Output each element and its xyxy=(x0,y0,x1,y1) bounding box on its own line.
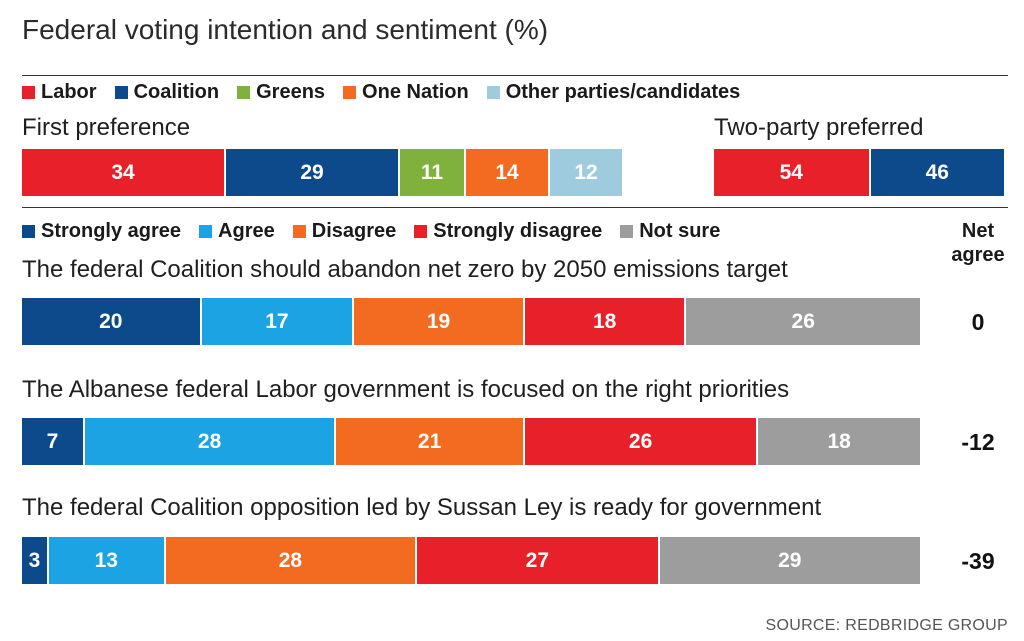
bar-segment-disagree: 19 xyxy=(354,298,525,345)
bar-segment-value: 29 xyxy=(778,548,802,572)
bar-segment-value: 21 xyxy=(417,429,442,453)
net-agree-header-word: Net xyxy=(961,220,995,242)
two-party-label: Two-party preferred xyxy=(714,114,924,141)
bar-segment-labor: 54 xyxy=(714,149,871,196)
sentiment-legend-item: Strongly disagree xyxy=(414,220,602,243)
party-legend-label: Labor xyxy=(41,81,97,103)
party-legend-item: Labor xyxy=(22,81,97,104)
question-2-label: The Albanese federal Labor government is… xyxy=(22,376,790,403)
bar-segment-value: 12 xyxy=(574,160,598,184)
bar-segment-not-sure: 18 xyxy=(758,418,920,465)
sentiment-legend-label: Agree xyxy=(218,220,275,242)
sentiment-legend-swatch xyxy=(620,225,634,238)
bar-segment-value: 3 xyxy=(28,548,41,572)
bar-segment-other: 12 xyxy=(550,149,622,196)
sentiment-legend-label: Strongly agree xyxy=(41,220,182,242)
party-legend-label: Greens xyxy=(256,81,326,103)
question-1-bar: 20 17 19 18 26 xyxy=(22,298,920,345)
bar-segment-strongly-disagree: 27 xyxy=(417,537,660,584)
question-3-label: The federal Coalition opposition led by … xyxy=(22,494,822,521)
bar-segment-agree: 17 xyxy=(201,298,355,345)
sentiment-legend-item: Not sure xyxy=(620,220,720,243)
bar-segment-value: 34 xyxy=(111,160,135,184)
bar-segment-value: 54 xyxy=(779,160,803,184)
source-note: SOURCE: REDBRIDGE GROUP xyxy=(765,617,1008,634)
bar-segment-value: 20 xyxy=(99,309,123,333)
party-legend-label: Coalition xyxy=(133,81,220,103)
sentiment-legend-swatch xyxy=(292,225,306,238)
bar-segment-strongly-agree: 3 xyxy=(22,537,49,584)
bar-segment-coalition: 29 xyxy=(226,149,400,196)
two-party-bar: 54 46 xyxy=(714,149,1004,196)
bar-segment-value: 26 xyxy=(791,309,815,333)
sentiment-legend-item: Disagree xyxy=(292,220,397,243)
top-rule xyxy=(22,75,1008,76)
first-preference-bar: 34 29 11 14 12 xyxy=(22,149,622,196)
party-legend: Labor Coalition Greens One Nation Other part… xyxy=(22,81,758,104)
sentiment-legend-label: Disagree xyxy=(311,220,397,242)
question-1-label: The federal Coalition should abandon net… xyxy=(22,256,788,283)
bar-segment-value: 46 xyxy=(925,160,949,184)
party-legend-item: One Nation xyxy=(343,81,469,104)
bar-segment-not-sure: 29 xyxy=(659,537,920,584)
question-2-bar: 7 28 21 26 18 xyxy=(22,418,920,465)
bar-segment-one-nation: 14 xyxy=(466,149,550,196)
party-legend-swatch xyxy=(237,86,251,99)
sentiment-legend: Strongly agree Agree Disagree Strongly disa… xyxy=(22,220,738,243)
bar-segment-labor: 34 xyxy=(22,149,226,196)
party-legend-swatch xyxy=(114,86,128,99)
party-legend-item: Other parties/candidates xyxy=(486,81,741,104)
party-legend-label: Other parties/candidates xyxy=(505,81,741,103)
bar-segment-value: 27 xyxy=(525,548,550,572)
bar-segment-value: 17 xyxy=(265,309,289,333)
bar-segment-agree: 28 xyxy=(84,418,337,465)
bar-segment-value: 29 xyxy=(300,160,324,184)
bar-segment-agree: 13 xyxy=(48,537,166,584)
bar-segment-value: 28 xyxy=(197,429,222,453)
bar-segment-value: 18 xyxy=(592,309,617,333)
question-3-bar: 3 13 28 27 29 xyxy=(22,537,920,584)
sentiment-legend-swatch xyxy=(22,225,35,238)
bar-segment-coalition: 46 xyxy=(870,149,1004,196)
sentiment-legend-swatch xyxy=(414,225,428,238)
party-legend-swatch xyxy=(343,86,357,99)
bar-segment-value: 28 xyxy=(278,548,303,572)
chart-title: Federal voting intention and sentiment (… xyxy=(22,14,549,45)
sentiment-legend-swatch xyxy=(199,225,213,238)
first-preference-label: First preference xyxy=(22,114,191,141)
net-agree-header: Net agree xyxy=(945,219,1011,267)
sentiment-legend-label: Not sure xyxy=(639,220,721,242)
bar-segment-strongly-disagree: 26 xyxy=(524,418,759,465)
bar-segment-value: 14 xyxy=(495,160,519,184)
bar-segment-value: 7 xyxy=(46,429,59,453)
party-legend-swatch xyxy=(486,86,500,99)
question-2-net: -12 xyxy=(961,429,995,455)
bar-segment-value: 13 xyxy=(94,548,118,572)
party-legend-label: One Nation xyxy=(362,81,469,103)
bar-segment-strongly-agree: 7 xyxy=(22,418,85,465)
bar-segment-value: 18 xyxy=(827,429,851,453)
bar-segment-value: 19 xyxy=(426,309,451,333)
bar-segment-strongly-disagree: 18 xyxy=(524,298,687,345)
sentiment-legend-item: Agree xyxy=(199,220,275,243)
bar-segment-disagree: 21 xyxy=(336,418,525,465)
bar-segment-disagree: 28 xyxy=(165,537,418,584)
party-legend-swatch xyxy=(22,86,35,99)
sentiment-legend-item: Strongly agree xyxy=(22,220,181,243)
bar-segment-value: 26 xyxy=(628,429,653,453)
question-1-net: 0 xyxy=(971,309,985,335)
bar-segment-not-sure: 26 xyxy=(686,298,920,345)
bar-segment-value: 11 xyxy=(420,160,444,184)
party-legend-item: Greens xyxy=(237,81,325,104)
bar-segment-greens: 11 xyxy=(400,149,466,196)
sentiment-legend-label: Strongly disagree xyxy=(433,220,603,242)
question-3-net: -39 xyxy=(961,548,995,574)
party-legend-item: Coalition xyxy=(114,81,220,104)
bar-segment-strongly-agree: 20 xyxy=(22,298,202,345)
middle-rule xyxy=(22,207,1008,208)
net-agree-header-word: agree xyxy=(951,244,1005,266)
